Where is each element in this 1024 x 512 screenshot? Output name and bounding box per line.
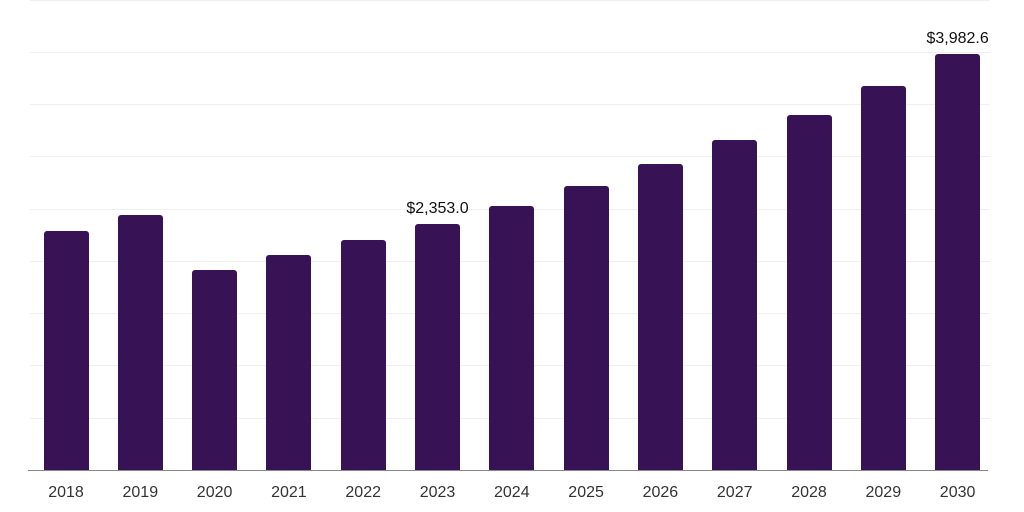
x-tick-label: 2018 [48, 484, 84, 501]
bar [192, 269, 238, 470]
x-tick-label: 2020 [196, 484, 233, 501]
x-tick-label: 2022 [345, 484, 381, 501]
x-tick-label: 2030 [939, 484, 976, 501]
bar [117, 214, 163, 470]
x-tick-label: 2024 [494, 484, 530, 501]
x-tick-label: 2028 [791, 484, 827, 501]
bar [637, 164, 683, 470]
x-tick-label: 2019 [122, 484, 159, 501]
bar [860, 85, 906, 470]
bar [935, 53, 981, 470]
bar [786, 114, 832, 470]
plot-area: $2,353.0 $3,982.6 [28, 0, 990, 471]
bar [340, 239, 386, 470]
bar [563, 186, 609, 470]
bar-value-label: $2,353.0 [406, 199, 469, 217]
x-axis-labels: 2018 2019 2020 2021 2022 2023 2024 2025 2026 2027… [28, 484, 990, 504]
x-tick-label: 2025 [568, 484, 604, 501]
bar [266, 255, 312, 470]
x-tick-label: 2026 [642, 484, 679, 501]
gridline [30, 156, 990, 158]
bar [43, 230, 89, 470]
x-tick-label: 2023 [419, 484, 456, 501]
x-tick-label: 2021 [271, 484, 307, 501]
bar-value-label: $3,982.6 [926, 29, 989, 47]
bar [489, 206, 535, 470]
x-axis-line [28, 470, 988, 471]
gridline [30, 104, 990, 106]
gridline [30, 0, 990, 1]
bar [415, 223, 460, 470]
bar [712, 140, 758, 470]
x-tick-label: 2029 [865, 484, 902, 501]
x-tick-label: 2027 [716, 484, 753, 501]
gridline [30, 51, 990, 53]
